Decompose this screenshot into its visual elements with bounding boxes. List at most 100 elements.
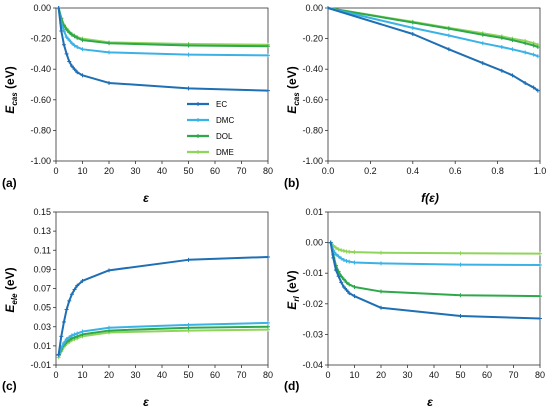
data-point-ec — [59, 28, 64, 33]
data-point-dol — [107, 41, 111, 46]
xtick-label: 10 — [77, 370, 87, 380]
data-point-ec — [510, 73, 515, 78]
data-point-ec — [458, 314, 463, 319]
data-point-ec — [61, 319, 66, 324]
data-point-dmc — [67, 38, 72, 43]
xlabel-d: ε — [427, 395, 433, 409]
xtick-label: 70 — [236, 166, 246, 176]
data-point-dol — [72, 34, 77, 39]
xtick-label: 50 — [455, 370, 465, 380]
data-point-ec — [333, 268, 338, 273]
legend-marker-ec — [196, 102, 200, 106]
data-point-ec — [326, 6, 330, 10]
legend-marker-dmc — [196, 118, 200, 122]
data-point-ec — [107, 268, 111, 273]
ylabel-b: Ecas (eV) — [285, 66, 301, 113]
data-point-dol — [186, 43, 191, 48]
xtick-label: 50 — [183, 166, 193, 176]
xtick-label: 0.0 — [322, 166, 335, 176]
xtick-label: 0.2 — [364, 166, 377, 176]
ytick-label: -0.40 — [30, 64, 51, 74]
data-point-ec — [410, 32, 415, 37]
data-point-ec — [186, 86, 191, 91]
data-point-dol — [446, 26, 451, 31]
ytick-label: -0.80 — [30, 125, 51, 135]
data-point-dmc — [336, 254, 341, 259]
ytick-label: -0.03 — [302, 329, 323, 339]
xtick-label: 40 — [157, 166, 167, 176]
ytick-label: -0.04 — [302, 360, 323, 370]
data-point-ec — [538, 316, 542, 321]
data-point-dmc — [531, 52, 536, 57]
xtick-label: 80 — [263, 166, 273, 176]
data-point-ec — [328, 240, 333, 245]
data-point-dol — [69, 32, 74, 37]
data-point-ec — [75, 283, 80, 288]
ytick-label: 0.11 — [34, 245, 51, 255]
data-point-ec — [186, 257, 191, 262]
data-point-ec — [523, 80, 528, 85]
data-point-dmc — [266, 320, 270, 325]
data-point-dmc — [75, 331, 80, 336]
data-point-dol — [341, 277, 346, 282]
series-line-ec — [57, 255, 269, 355]
data-point-dme — [336, 247, 341, 252]
xlabel-c: ε — [143, 395, 149, 409]
series-line-ec — [329, 242, 541, 320]
data-point-ec — [379, 305, 383, 310]
xtick-label: 70 — [236, 370, 246, 380]
plot-frame — [55, 7, 269, 162]
data-point-ec — [69, 64, 74, 69]
panel-c: (c) ε Eele (eV) -0.01 0.01 0.03 0.05 0.07 0.0… — [2, 207, 273, 409]
ytick-label: 0.01 — [305, 207, 323, 217]
xtick-label: 0.6 — [449, 166, 462, 176]
data-point-ec — [352, 294, 357, 299]
xtick-label: 20 — [376, 370, 386, 380]
xtick-label: 0.4 — [407, 166, 420, 176]
data-point-dmc — [535, 54, 540, 59]
data-point-dol — [523, 41, 528, 46]
panel-a: (a) ε Ecas (eV) 0.00 -0.20 -0.40 -0.60 -0.80… — [2, 3, 273, 205]
ytick-label: -0.40 — [302, 64, 323, 74]
data-point-dme — [352, 250, 357, 255]
ylabel-d-main: E — [285, 301, 299, 310]
panel-label-a: (a) — [2, 176, 17, 190]
data-point-ec — [67, 298, 72, 303]
ytick-label: -0.60 — [302, 95, 323, 105]
data-point-dme — [339, 248, 344, 253]
data-point-ec — [61, 42, 66, 47]
xtick-label: 20 — [104, 166, 114, 176]
data-point-ec — [535, 88, 540, 93]
ylabel-b-main: E — [285, 105, 299, 114]
legend-label-dme: DME — [216, 148, 234, 157]
data-point-dmc — [107, 50, 111, 55]
data-point-ec — [347, 291, 352, 296]
series-line-dmc — [57, 7, 269, 57]
data-point-dmc — [446, 33, 451, 38]
series-line-dol — [327, 7, 539, 48]
data-point-ec — [266, 254, 270, 259]
ytick-label: -0.01 — [30, 360, 51, 370]
series-line-dme — [57, 7, 269, 46]
data-point-dmc — [344, 258, 349, 263]
data-point-dmc — [352, 260, 357, 265]
data-point-ec — [64, 51, 69, 56]
data-point-dme — [341, 248, 346, 253]
xtick-label: 40 — [157, 370, 167, 380]
data-point-ec — [339, 280, 344, 285]
xtick-label: 60 — [482, 370, 492, 380]
legend-marker-dol — [196, 134, 200, 138]
legend-marker-dme — [196, 150, 200, 154]
ytick-label: 0.00 — [305, 3, 323, 13]
data-point-dmc — [64, 35, 69, 40]
data-point-ec — [531, 85, 536, 90]
data-point-dmc — [499, 45, 504, 50]
ylabel-d-unit: (eV) — [285, 270, 299, 296]
data-point-ec — [56, 6, 61, 10]
data-point-ec — [266, 88, 270, 93]
data-point-ec — [64, 307, 69, 312]
data-point-dmc — [339, 256, 344, 261]
data-point-dol — [67, 30, 72, 35]
data-point-dmc — [333, 252, 338, 257]
legend: EC DMC DOL DME — [187, 100, 234, 157]
